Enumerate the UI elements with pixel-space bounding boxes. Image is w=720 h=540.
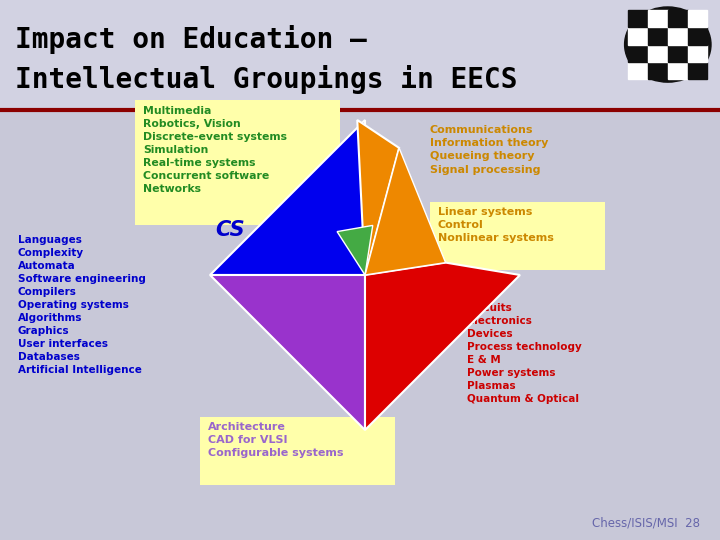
Polygon shape xyxy=(365,148,446,275)
Bar xyxy=(648,28,668,44)
Bar xyxy=(628,10,648,28)
Text: Multimedia
Robotics, Vision
Discrete-event systems
Simulation
Real-time systems
: Multimedia Robotics, Vision Discrete-eve… xyxy=(143,106,287,194)
Polygon shape xyxy=(210,275,365,430)
Bar xyxy=(688,44,707,62)
Polygon shape xyxy=(337,225,373,275)
Bar xyxy=(648,62,668,79)
Bar xyxy=(628,44,648,62)
Text: Impact on Education –: Impact on Education – xyxy=(15,25,366,55)
Bar xyxy=(648,10,668,28)
Text: Intellectual Groupings in EECS: Intellectual Groupings in EECS xyxy=(15,65,518,94)
Polygon shape xyxy=(357,120,399,275)
Text: Architecture
CAD for VLSI
Configurable systems: Architecture CAD for VLSI Configurable s… xyxy=(208,422,343,458)
Polygon shape xyxy=(210,120,365,275)
Text: Chess/ISIS/MSI  28: Chess/ISIS/MSI 28 xyxy=(592,517,700,530)
Bar xyxy=(688,10,707,28)
Bar xyxy=(688,28,707,44)
Bar xyxy=(200,417,395,485)
Bar xyxy=(668,28,688,44)
Bar xyxy=(648,44,668,62)
Bar xyxy=(668,62,688,79)
Bar xyxy=(628,28,648,44)
Text: EE: EE xyxy=(467,275,495,295)
Bar xyxy=(668,44,688,62)
Text: Languages
Complexity
Automata
Software engineering
Compilers
Operating systems
A: Languages Complexity Automata Software e… xyxy=(18,235,146,375)
Text: EIS: EIS xyxy=(389,210,426,230)
Bar xyxy=(430,202,605,270)
Text: Linear systems
Control
Nonlinear systems: Linear systems Control Nonlinear systems xyxy=(438,207,554,244)
Bar xyxy=(668,10,688,28)
Text: Circuits
Electronics
Devices
Process technology
E & M
Power systems
Plasmas
Quan: Circuits Electronics Devices Process tec… xyxy=(467,303,582,404)
Circle shape xyxy=(624,7,711,82)
Bar xyxy=(688,62,707,79)
Text: Communications
Information theory
Queueing theory
Signal processing: Communications Information theory Queuei… xyxy=(430,125,549,174)
Polygon shape xyxy=(365,262,520,430)
Text: CS: CS xyxy=(215,220,245,240)
Bar xyxy=(135,100,340,225)
Bar xyxy=(0,0,720,110)
Bar xyxy=(628,62,648,79)
